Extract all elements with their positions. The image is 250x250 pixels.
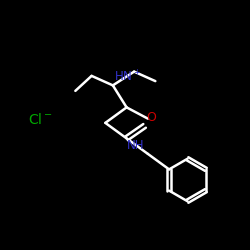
Text: HN$^+$: HN$^+$ [114, 69, 141, 84]
Text: O: O [146, 112, 156, 124]
Text: NH: NH [127, 140, 145, 152]
Text: Cl$^-$: Cl$^-$ [28, 112, 52, 128]
